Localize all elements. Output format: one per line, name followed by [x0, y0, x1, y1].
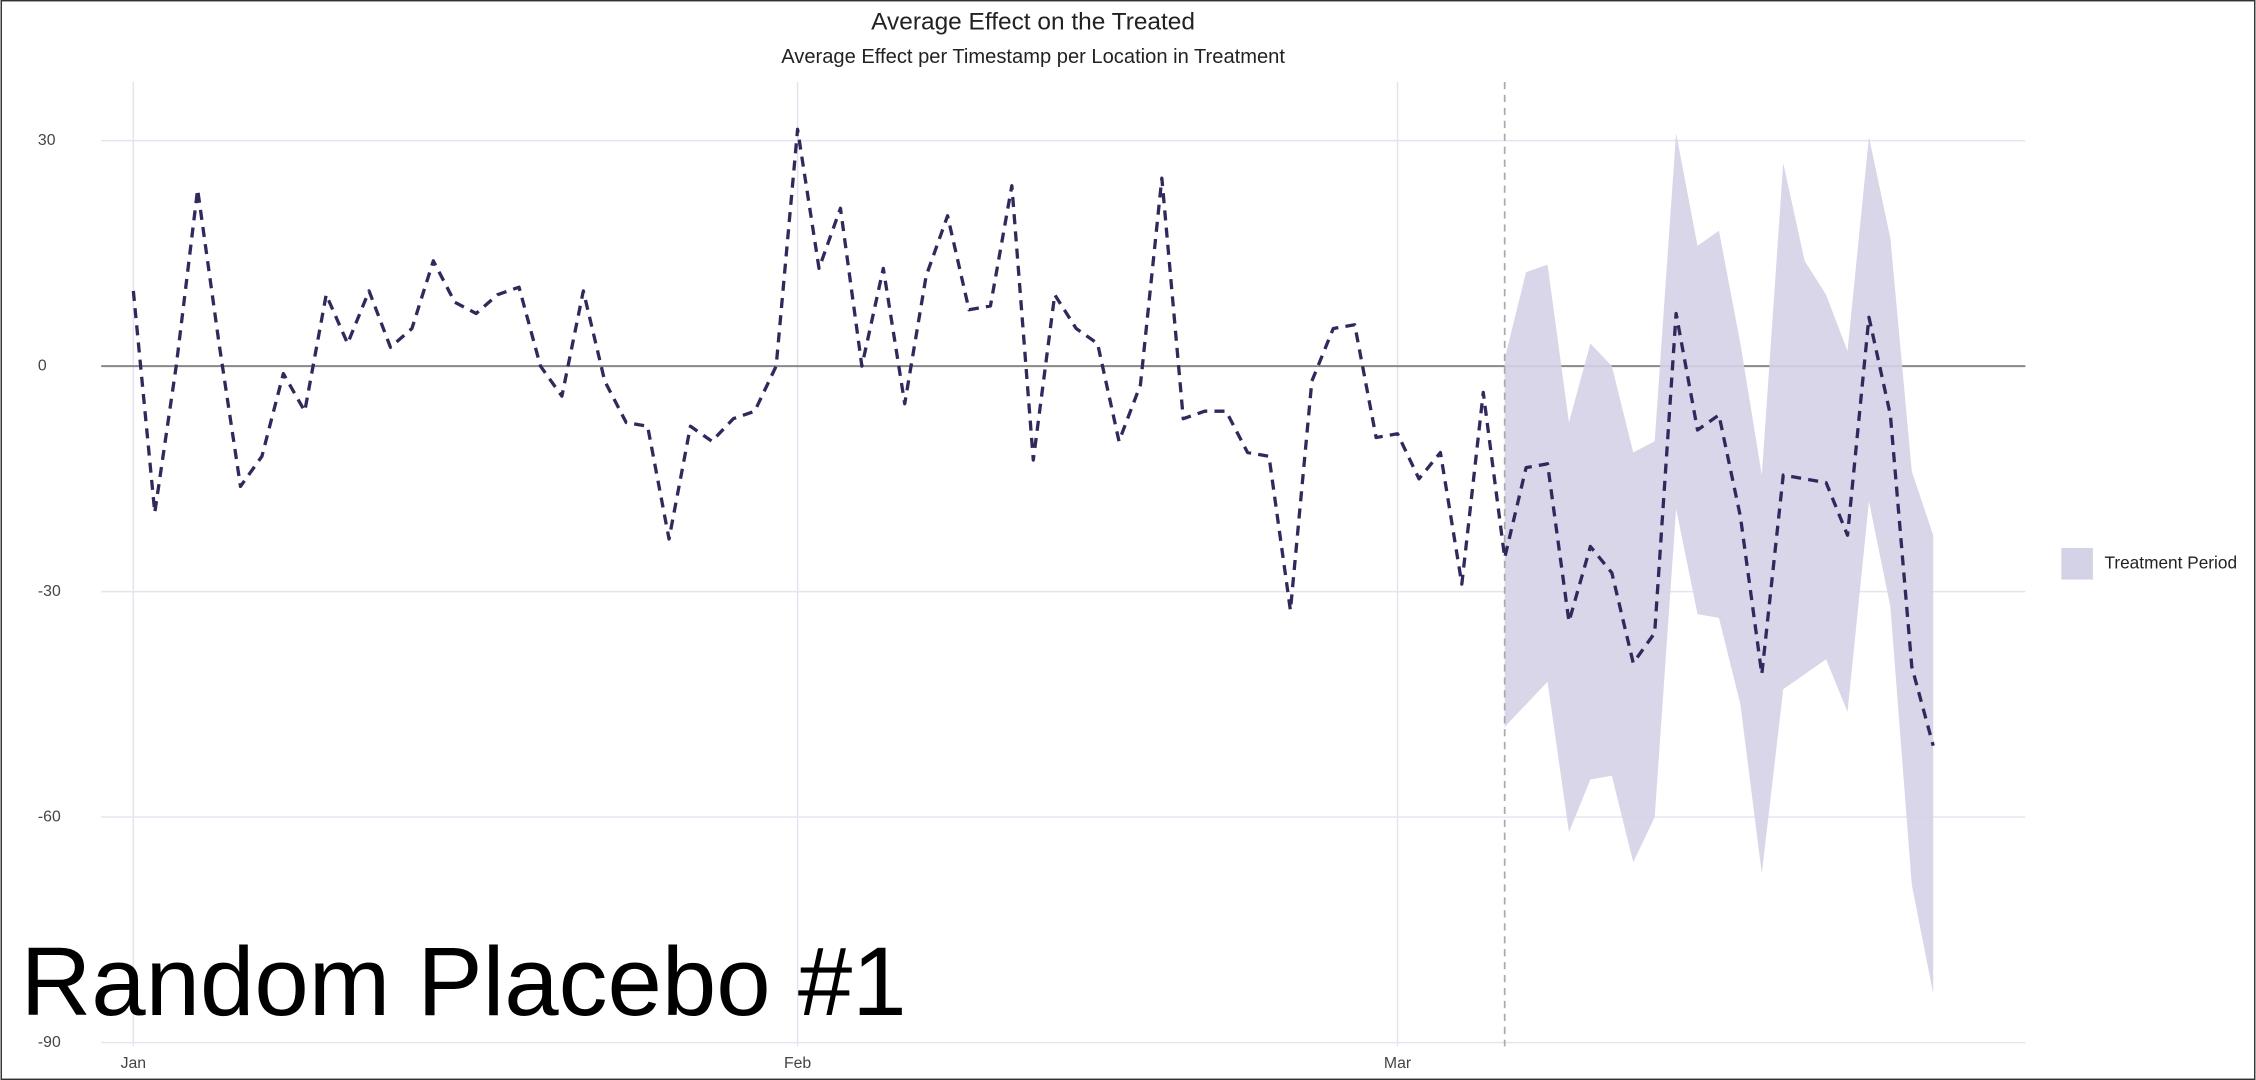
y-tick-label: -30 [38, 583, 61, 600]
x-tick-label: Mar [1384, 1055, 1411, 1072]
x-tick-label: Jan [121, 1055, 146, 1072]
y-tick-label: 0 [38, 357, 47, 374]
chart-title: Average Effect on the Treated [871, 8, 1195, 35]
overlay-caption: Random Placebo #1 [21, 926, 907, 1036]
plot-area: -90 -60 -30 0 30 Jan Feb Mar [38, 81, 2026, 1072]
chart-subtitle: Average Effect per Timestamp per Locatio… [781, 46, 1285, 68]
y-tick-label: 30 [38, 132, 56, 149]
series-line [131, 127, 1935, 747]
legend-label: Treatment Period [2104, 552, 2237, 572]
y-tick-label: -60 [38, 808, 61, 825]
treatment-band [1504, 133, 1934, 994]
y-tick-label: -90 [38, 1034, 61, 1051]
x-tick-label: Feb [784, 1055, 811, 1072]
legend-swatch [2061, 547, 2093, 580]
